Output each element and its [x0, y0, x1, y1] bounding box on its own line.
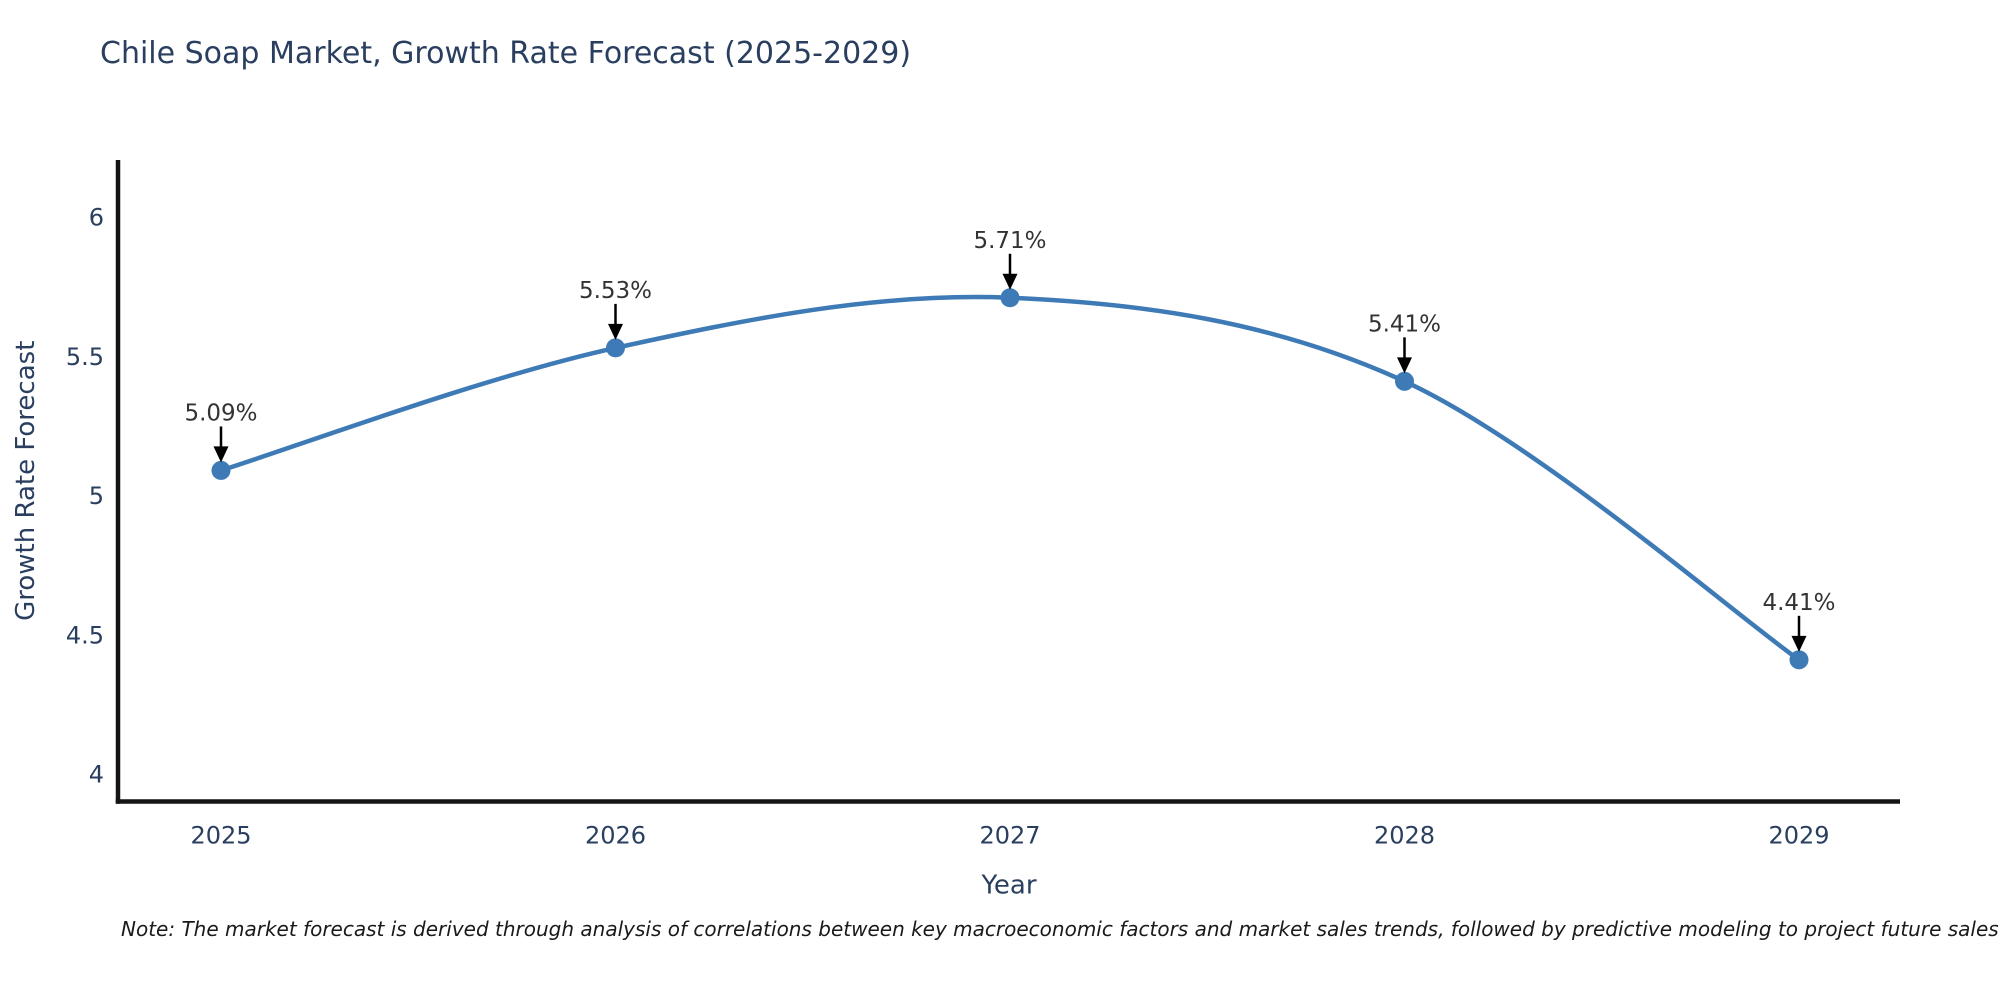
data-point-marker [211, 460, 231, 480]
annotation-label: 5.53% [579, 278, 652, 304]
x-tick-label: 2029 [1768, 822, 1829, 850]
x-tick-label: 2027 [979, 822, 1040, 850]
x-tick-label: 2026 [585, 822, 646, 850]
y-tick-label: 5.5 [66, 343, 104, 371]
series-line [218, 294, 1802, 663]
annotation-arrowhead [1002, 273, 1018, 290]
annotation-arrowhead [1397, 357, 1412, 374]
chart-title: Chile Soap Market, Growth Rate Forecast … [100, 36, 912, 71]
data-point-marker [1395, 371, 1414, 391]
y-tick-label: 5 [89, 482, 104, 510]
x-axis-title: Year [980, 871, 1036, 901]
footnote-text: Note: The market forecast is derived thr… [121, 917, 1999, 941]
data-point-marker [1789, 650, 1809, 670]
y-tick-label: 6 [89, 204, 104, 232]
y-tick-label: 4.5 [66, 621, 104, 649]
x-tick-label: 2025 [190, 822, 251, 850]
annotation-label: 5.71% [973, 228, 1046, 254]
y-tick-label: 4 [89, 761, 104, 789]
y-axis-title: Growth Rate Forecast [11, 341, 41, 621]
annotation-arrowhead [213, 446, 229, 463]
data-point-marker [1000, 288, 1020, 308]
annotation-label: 4.41% [1762, 590, 1835, 616]
annotation-label: 5.09% [184, 400, 257, 426]
data-point-marker [606, 338, 625, 358]
annotation-arrowhead [1791, 635, 1807, 652]
annotation-label: 5.41% [1368, 311, 1441, 337]
annotation-arrowhead [608, 323, 623, 340]
x-tick-label: 2028 [1374, 822, 1435, 850]
